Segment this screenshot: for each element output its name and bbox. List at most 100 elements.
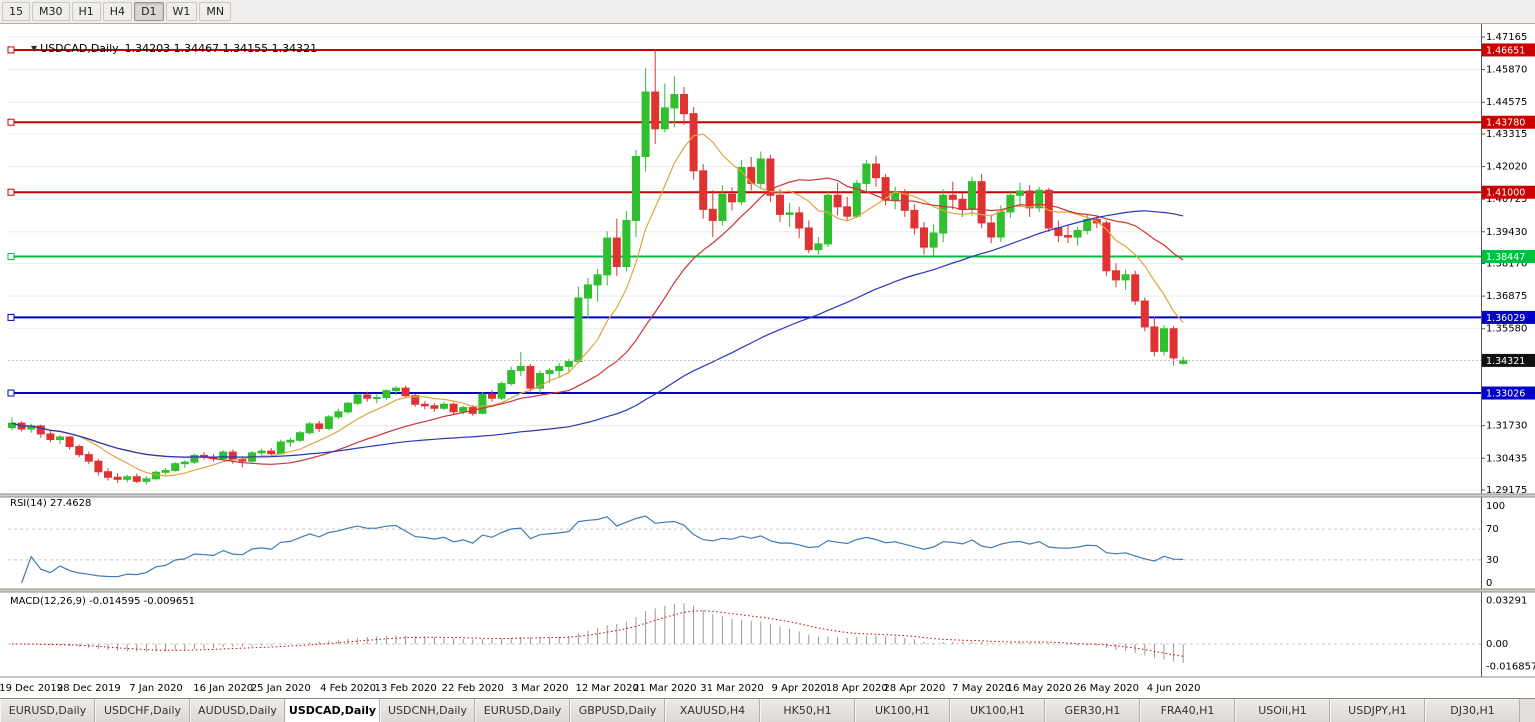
date-tick-label: 7 May 2020 [952, 683, 1011, 694]
candle-body [449, 403, 458, 413]
timeframe-button-mn[interactable]: MN [199, 2, 232, 21]
candle-body [324, 416, 333, 429]
panel-splitter[interactable] [0, 494, 1535, 497]
price-tick-label: 1.44575 [1486, 97, 1527, 108]
price-tick-label: 1.35580 [1486, 324, 1527, 335]
candle-body [1044, 189, 1053, 229]
candle-body [968, 181, 976, 210]
candle-body [132, 476, 141, 482]
timeframe-button-m30[interactable]: M30 [32, 2, 70, 21]
candle-body [872, 163, 880, 179]
date-tick-label: 3 Mar 2020 [511, 683, 568, 694]
candle-body [776, 194, 784, 215]
candle-body [728, 193, 736, 203]
candle-body [670, 94, 679, 109]
candle-body [718, 193, 727, 221]
chart-tab-usdcnh-daily[interactable]: USDCNH,Daily [380, 699, 475, 722]
candle-body [228, 451, 237, 461]
candle-body [747, 167, 756, 184]
line-handle[interactable] [7, 188, 15, 196]
rsi-tick-label: 100 [1486, 501, 1505, 512]
candle-body [267, 450, 276, 455]
candle-body [36, 425, 45, 435]
chart-tab-bar: EURUSD,Daily USDCHF,Daily AUDUSD,Daily USDC… [0, 698, 1535, 722]
candle-body [1112, 270, 1120, 281]
price-tick-label: 1.39430 [1486, 227, 1527, 238]
macd-tick-label: 0.03291 [1486, 595, 1527, 606]
candle-body [651, 91, 660, 130]
candle-body [536, 373, 544, 389]
date-tick-label: 16 May 2020 [1007, 683, 1072, 694]
candle-body [977, 181, 986, 224]
candle-body [785, 212, 794, 215]
price-tick-label: 1.29175 [1486, 485, 1527, 496]
price-level-badge [1482, 43, 1535, 57]
chart-tab-uk100-h1[interactable]: UK100,H1 [950, 699, 1045, 722]
timeframe-button-15[interactable]: 15 [2, 2, 30, 21]
candle-body [1102, 222, 1111, 272]
candle-body [660, 107, 669, 130]
candle-body [276, 441, 285, 455]
timeframe-button-w1[interactable]: W1 [165, 2, 198, 21]
chart-tab-eurusd-daily[interactable]: EURUSD,Daily [475, 699, 570, 722]
chart-tab-xauusd-h4[interactable]: XAUUSD,H4 [665, 699, 760, 722]
candle-body [497, 383, 506, 399]
date-tick-label: 25 Jan 2020 [251, 683, 311, 694]
line-handle[interactable] [7, 118, 15, 126]
candle-body [488, 393, 496, 399]
candle-body [516, 365, 525, 372]
line-handle[interactable] [7, 253, 15, 261]
candle-body [296, 432, 304, 441]
candle-body [920, 227, 928, 248]
candle-body [161, 469, 170, 473]
chart-tab-usdchf-daily[interactable]: USDCHF,Daily [95, 699, 190, 722]
chart-tab-usdjpy-h1[interactable]: USDJPY,H1 [1330, 699, 1425, 722]
date-tick-label: 28 Apr 2020 [883, 683, 945, 694]
chart-tab-usdcad-daily[interactable]: USDCAD,Daily [285, 699, 380, 722]
rsi-tick-label: 70 [1486, 524, 1499, 535]
chart-tab-fra40-h1[interactable]: FRA40,H1 [1140, 699, 1235, 722]
price-level-badge-text: 1.38447 [1486, 252, 1525, 263]
candle-body [142, 478, 151, 482]
price-level-badge [1482, 115, 1535, 129]
candle-body [1035, 189, 1044, 209]
price-level-badge-text: 1.41000 [1486, 188, 1525, 199]
timeframe-button-d1[interactable]: D1 [134, 2, 164, 21]
chart-tab-gbpusd-daily[interactable]: GBPUSD,Daily [570, 699, 665, 722]
candle-body [1025, 190, 1034, 209]
price-chart[interactable]: 1.47165 1.45870 1.44575 1.43315 1.42020 1.407… [0, 24, 1535, 698]
chart-tab-ger30-h1[interactable]: GER30,H1 [1045, 699, 1140, 722]
line-handle[interactable] [7, 313, 15, 321]
macd-tick-label: 0.00 [1486, 639, 1508, 650]
moving-average-line [11, 210, 1184, 458]
axis-background [1482, 24, 1535, 677]
chart-tab-eurusd-daily[interactable]: EURUSD,Daily [0, 699, 95, 722]
chart-tab-audusd-daily[interactable]: AUDUSD,Daily [190, 699, 285, 722]
line-handle[interactable] [7, 389, 15, 397]
price-tick-label: 1.42020 [1486, 162, 1527, 173]
candle-body [65, 436, 74, 448]
timeframe-button-h1[interactable]: H1 [71, 2, 101, 21]
candle-body [75, 446, 84, 456]
panel-splitter[interactable] [0, 589, 1535, 592]
candle-body [555, 365, 564, 372]
price-level-badge [1482, 250, 1535, 264]
candle-body [430, 405, 439, 409]
macd-panel [8, 603, 1481, 663]
candle-body [737, 167, 746, 203]
line-handle[interactable] [7, 46, 15, 54]
candle-body [1054, 227, 1063, 237]
chart-tab-uk100-h1[interactable]: UK100,H1 [855, 699, 950, 722]
timeframe-button-h4[interactable]: H4 [102, 2, 133, 21]
chart-tab-usoil-h1[interactable]: USOil,H1 [1235, 699, 1330, 722]
main-price-panel [7, 36, 1481, 491]
price-tick-label: 1.40725 [1486, 194, 1527, 205]
candle-body [382, 390, 391, 398]
price-tick-label: 1.36875 [1486, 291, 1527, 302]
chart-tab-dj30-h1[interactable]: DJ30,H1 [1425, 699, 1520, 722]
chart-tab-hk50-h1[interactable]: HK50,H1 [760, 699, 855, 722]
date-tick-label: 31 Mar 2020 [700, 683, 763, 694]
candle-body [1169, 328, 1178, 359]
candle-body [113, 476, 122, 480]
